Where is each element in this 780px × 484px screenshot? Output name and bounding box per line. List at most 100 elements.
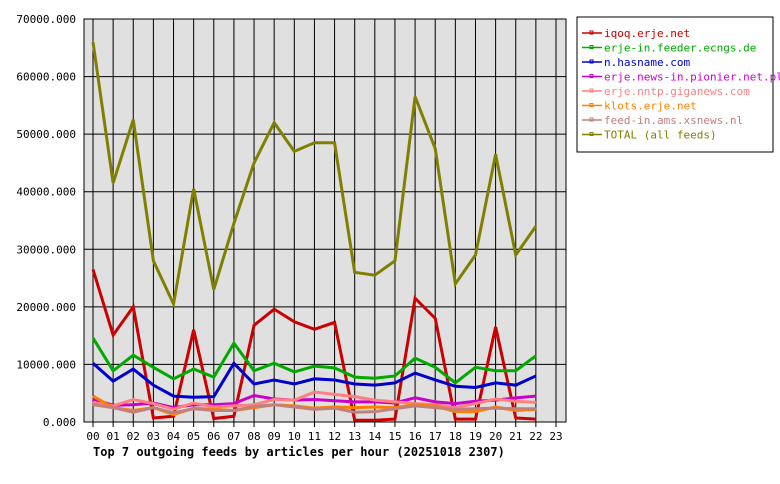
data-point	[434, 401, 436, 403]
data-point	[374, 274, 376, 276]
data-point	[454, 418, 456, 420]
data-point	[495, 407, 497, 409]
x-tick-label: 06	[207, 430, 220, 443]
data-point	[92, 395, 94, 397]
data-point	[495, 382, 497, 384]
data-point	[313, 328, 315, 330]
data-point	[173, 303, 175, 305]
data-point	[313, 399, 315, 401]
chart-title: Top 7 outgoing feeds by articles per hou…	[93, 445, 505, 459]
y-tick-label: 20000.000	[16, 301, 76, 314]
x-tick-label: 22	[529, 430, 542, 443]
data-point	[273, 399, 275, 401]
data-point	[495, 398, 497, 400]
x-tick-label: 19	[469, 430, 482, 443]
legend-marker	[589, 132, 594, 136]
data-point	[253, 324, 255, 326]
x-tick-label: 12	[328, 430, 341, 443]
data-point	[193, 396, 195, 398]
data-point	[394, 418, 396, 420]
x-tick-label: 04	[167, 430, 181, 443]
data-point	[293, 371, 295, 373]
x-tick-label: 21	[509, 430, 522, 443]
data-point	[474, 411, 476, 413]
data-point	[434, 317, 436, 319]
data-point	[132, 354, 134, 356]
data-point	[535, 418, 537, 420]
data-point	[132, 306, 134, 308]
data-point	[535, 408, 537, 410]
data-point	[233, 222, 235, 224]
data-point	[374, 419, 376, 421]
data-point	[354, 419, 356, 421]
data-point	[213, 396, 215, 398]
data-point	[92, 398, 94, 400]
data-point	[273, 122, 275, 124]
data-point	[354, 271, 356, 273]
legend-marker	[589, 88, 594, 93]
data-point	[434, 366, 436, 368]
data-point	[173, 395, 175, 397]
data-point	[454, 385, 456, 387]
data-point	[414, 297, 416, 299]
legend-marker	[589, 74, 594, 78]
x-tick-label: 16	[408, 430, 421, 443]
data-point	[293, 321, 295, 323]
data-point	[92, 404, 94, 406]
data-point	[213, 418, 215, 420]
data-point	[515, 408, 517, 410]
data-point	[394, 375, 396, 377]
data-point	[334, 407, 336, 409]
x-tick-label: 02	[127, 430, 140, 443]
data-point	[132, 368, 134, 370]
x-tick-label: 15	[388, 430, 401, 443]
data-point	[112, 182, 114, 184]
data-point	[112, 370, 114, 372]
legend-label: TOTAL (all feeds)	[604, 129, 717, 142]
data-point	[253, 405, 255, 407]
legend-label: n.hasname.com	[604, 56, 690, 69]
data-point	[374, 384, 376, 386]
data-point	[213, 406, 215, 408]
data-point	[394, 260, 396, 262]
data-point	[293, 399, 295, 401]
data-point	[152, 366, 154, 368]
data-point	[495, 153, 497, 155]
legend-box	[576, 16, 774, 153]
data-point	[354, 401, 356, 403]
legend-label: erje.nntp.giganews.com	[604, 85, 750, 98]
data-point	[213, 404, 215, 406]
data-point	[193, 368, 195, 370]
data-point	[273, 404, 275, 406]
data-point	[132, 411, 134, 413]
data-point	[535, 355, 537, 357]
data-point	[474, 418, 476, 420]
x-tick-label: 20	[489, 430, 502, 443]
data-point	[334, 321, 336, 323]
data-point	[233, 403, 235, 405]
data-point	[112, 380, 114, 382]
data-point	[334, 142, 336, 144]
data-point	[334, 379, 336, 381]
x-tick-label: 10	[288, 430, 301, 443]
data-point	[334, 367, 336, 369]
data-point	[515, 397, 517, 399]
data-point	[253, 383, 255, 385]
data-point	[92, 268, 94, 270]
data-point	[354, 407, 356, 409]
data-point	[132, 119, 134, 121]
legend-label: klots.erje.net	[604, 100, 697, 113]
x-tick-label: 11	[308, 430, 321, 443]
data-point	[414, 405, 416, 407]
data-point	[233, 405, 235, 407]
data-point	[233, 342, 235, 344]
data-point	[434, 148, 436, 150]
data-point	[454, 403, 456, 405]
y-tick-label: 10000.000	[16, 358, 76, 371]
data-point	[354, 376, 356, 378]
data-point	[515, 417, 517, 419]
legend-label: feed-in.ams.xsnews.nl	[604, 114, 743, 127]
x-tick-label: 08	[247, 430, 260, 443]
data-point	[414, 357, 416, 359]
x-tick-label: 01	[107, 430, 120, 443]
